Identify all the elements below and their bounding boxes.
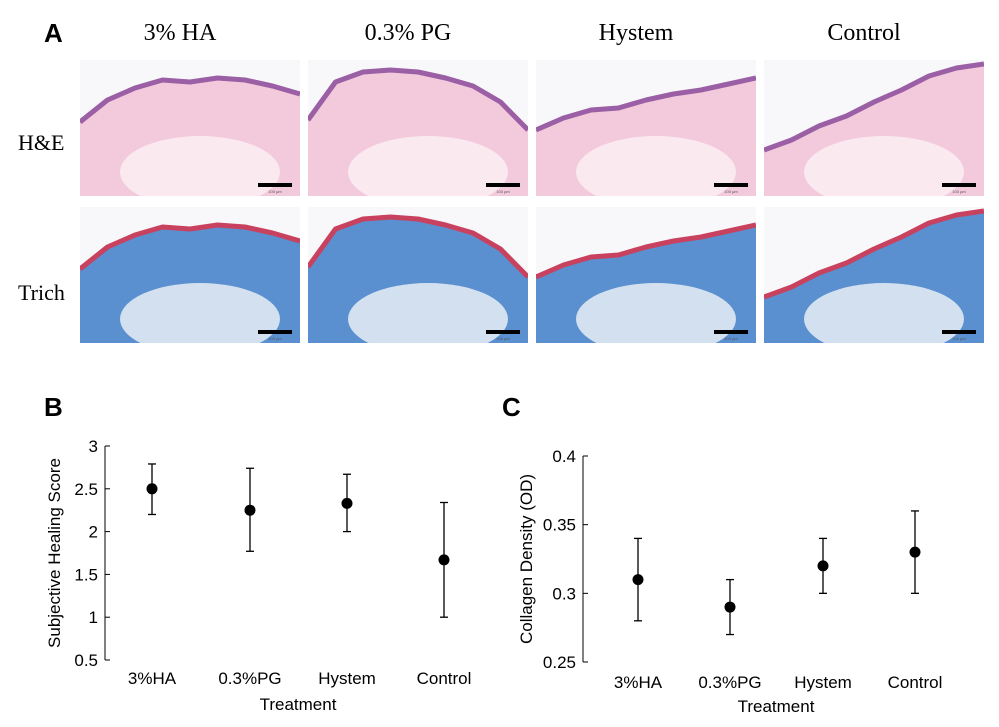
- scale-bar-label: 100 µm: [952, 336, 966, 341]
- histology-tile-he-2: 100 µm: [308, 60, 528, 196]
- column-label-0-3pct-pg: 0.3% PG: [364, 20, 452, 46]
- row-label-he: H&E: [18, 130, 65, 155]
- x-tick-label: Control: [888, 673, 943, 692]
- data-point: [341, 497, 353, 509]
- column-label-hystem: Hystem: [598, 20, 674, 46]
- scale-bar-label: 100 µm: [952, 189, 966, 194]
- row-label-trich: Trich: [18, 280, 65, 305]
- histology-tile-trich-1: 100 µm: [80, 207, 300, 343]
- epidermis-layer: [764, 208, 984, 300]
- data-point: [724, 601, 736, 613]
- scale-bar: [942, 183, 976, 187]
- x-tick-label: Control: [417, 669, 472, 688]
- column-label-3pct-ha: 3% HA: [143, 20, 217, 46]
- x-tick-label: Hystem: [318, 669, 376, 688]
- y-tick-label: 0.25: [543, 653, 576, 672]
- scale-bar: [258, 183, 292, 187]
- histology-image: 100 µm: [764, 60, 984, 196]
- scale-bar-label: 100 µm: [268, 189, 282, 194]
- histology-image: 100 µm: [80, 60, 300, 196]
- scale-bar-label: 100 µm: [496, 336, 510, 341]
- histology-tile-trich-4: 100 µm: [764, 207, 984, 343]
- epidermis-layer: [80, 222, 300, 271]
- subcutaneous-region: [348, 283, 508, 343]
- histology-image: 100 µm: [764, 207, 984, 343]
- subcutaneous-region: [576, 136, 736, 196]
- scale-bar: [486, 183, 520, 187]
- y-tick-label: 2.5: [74, 480, 98, 499]
- x-axis-label: Treatment: [738, 697, 815, 716]
- subcutaneous-region: [576, 283, 736, 343]
- y-axis-label: Subjective Healing Score: [45, 458, 64, 648]
- data-point: [817, 560, 829, 572]
- histology-image: 100 µm: [308, 60, 528, 196]
- scale-bar: [258, 330, 292, 334]
- subcutaneous-region: [120, 283, 280, 343]
- scale-bar: [942, 330, 976, 334]
- column-label-control: Control: [827, 20, 901, 46]
- data-point: [632, 574, 644, 586]
- y-tick-label: 1.5: [74, 565, 98, 584]
- epidermis-layer: [764, 61, 984, 153]
- subcutaneous-region: [348, 136, 508, 196]
- scale-bar-label: 100 µm: [268, 336, 282, 341]
- histology-tile-he-1: 100 µm: [80, 60, 300, 196]
- histology-tile-he-3: 100 µm: [536, 60, 756, 196]
- histology-tile-trich-2: 100 µm: [308, 207, 528, 343]
- histology-tile-he-4: 100 µm: [764, 60, 984, 196]
- x-tick-label: 3%HA: [614, 673, 663, 692]
- subcutaneous-region: [804, 136, 964, 196]
- panel-c-letter: C: [502, 392, 521, 422]
- scale-bar: [714, 330, 748, 334]
- x-axis-label: Treatment: [260, 695, 337, 714]
- epidermis-layer: [308, 214, 528, 279]
- x-tick-label: 0.3%PG: [698, 673, 761, 692]
- x-tick-label: 0.3%PG: [218, 669, 281, 688]
- y-tick-label: 0.3: [552, 584, 576, 603]
- y-tick-label: 0.4: [552, 447, 576, 466]
- y-tick-label: 0.35: [543, 516, 576, 535]
- y-tick-label: 0.5: [74, 651, 98, 670]
- histology-image: 100 µm: [308, 207, 528, 343]
- histology-tile-trich-3: 100 µm: [536, 207, 756, 343]
- scale-bar: [486, 330, 520, 334]
- data-point: [244, 504, 256, 516]
- y-tick-label: 1: [89, 608, 98, 627]
- data-point: [909, 546, 921, 558]
- subcutaneous-region: [120, 136, 280, 196]
- y-tick-label: 3: [89, 437, 98, 456]
- data-point: [438, 554, 450, 566]
- subcutaneous-region: [804, 283, 964, 343]
- y-tick-label: 2: [89, 523, 98, 542]
- histology-image: 100 µm: [80, 207, 300, 343]
- histology-image: 100 µm: [536, 207, 756, 343]
- histology-image: 100 µm: [536, 60, 756, 196]
- x-tick-label: Hystem: [794, 673, 852, 692]
- scale-bar-label: 100 µm: [724, 189, 738, 194]
- x-tick-label: 3%HA: [128, 669, 177, 688]
- scale-bar-label: 100 µm: [496, 189, 510, 194]
- panel-b-letter: B: [44, 392, 63, 422]
- epidermis-layer: [80, 75, 300, 124]
- panel-a-letter: A: [44, 18, 63, 48]
- scale-bar-label: 100 µm: [724, 336, 738, 341]
- epidermis-layer: [536, 75, 756, 133]
- y-axis-label: Collagen Density (OD): [517, 474, 536, 644]
- epidermis-layer: [536, 222, 756, 280]
- data-point: [146, 483, 158, 495]
- epidermis-layer: [308, 67, 528, 132]
- scale-bar: [714, 183, 748, 187]
